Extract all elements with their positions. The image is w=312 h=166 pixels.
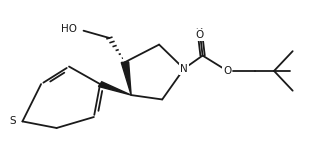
Text: O: O: [195, 30, 204, 40]
Text: N: N: [180, 64, 188, 74]
Text: O: O: [223, 66, 232, 76]
Text: S: S: [10, 116, 16, 126]
Polygon shape: [98, 82, 131, 95]
Text: HO: HO: [61, 24, 77, 34]
Polygon shape: [121, 62, 131, 95]
